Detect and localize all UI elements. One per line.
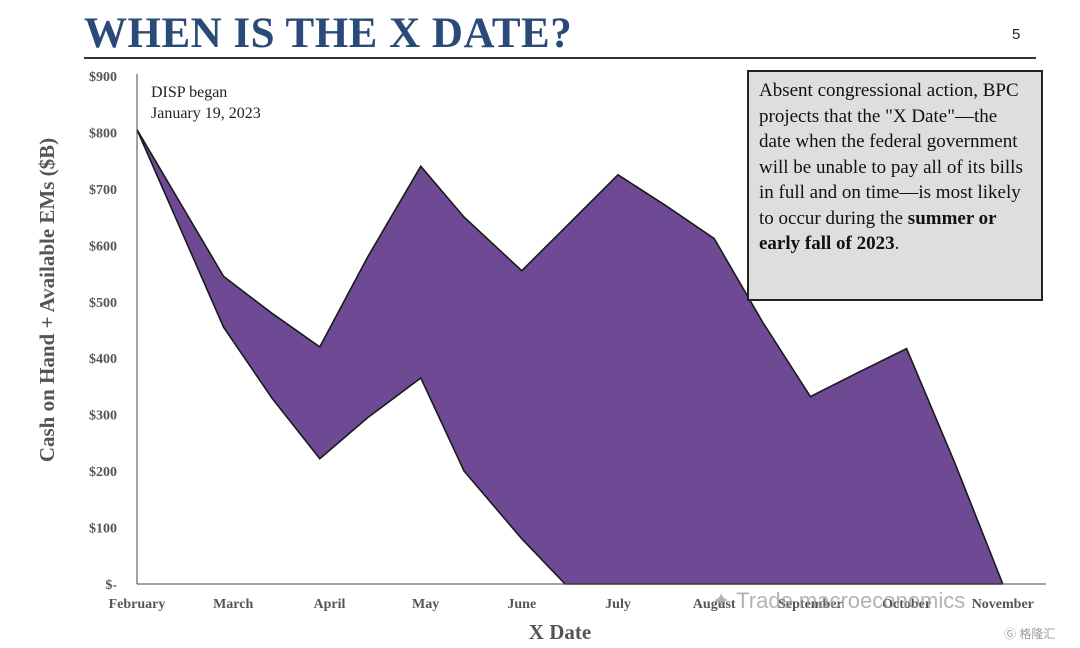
y-tick-label: $-	[105, 578, 117, 593]
y-tick-label: $200	[89, 465, 117, 480]
callout-end: .	[894, 233, 900, 254]
x-tick-label: October	[882, 597, 931, 612]
x-tick-label: November	[972, 597, 1034, 612]
area-band	[137, 129, 1003, 584]
annotation-line-2: January 19, 2023	[151, 105, 261, 122]
callout-bold-text: summer or early fall of 2023	[759, 207, 997, 255]
lower-bound-line	[136, 129, 1003, 585]
y-tick-label: $700	[89, 183, 117, 198]
y-tick-label: $400	[89, 352, 117, 367]
x-tick-label: August	[693, 597, 736, 612]
y-tick-label: $300	[89, 409, 117, 424]
x-tick-label: June	[507, 597, 536, 612]
corner-watermark-text: 格隆汇	[1019, 627, 1056, 641]
page-number: 5	[1012, 26, 1021, 43]
x-tick-label: May	[412, 597, 439, 612]
x-tick-label: April	[313, 597, 345, 612]
y-tick-label: $800	[89, 126, 117, 141]
upper-bound-line	[136, 129, 1004, 585]
x-tick-label: September	[778, 597, 843, 612]
corner-watermark: Ⓖ 格隆汇	[1004, 627, 1056, 641]
annotation-line-1: DISP began	[151, 84, 227, 101]
watermark-text: Trade macroeconomics	[736, 588, 966, 613]
x-tick-label: March	[213, 597, 253, 612]
y-tick-label: $100	[89, 522, 117, 537]
x-tick-label: July	[605, 597, 631, 612]
title-divider	[84, 57, 1036, 59]
x-axis-title: X Date	[529, 620, 591, 644]
y-axis-title: Cash on Hand + Available EMs ($B)	[35, 138, 59, 462]
projection-callout: Absent congressional action, BPC project…	[747, 70, 1043, 301]
y-tick-label: $900	[89, 70, 117, 85]
x-tick-label: February	[109, 597, 166, 612]
y-tick-label: $500	[89, 296, 117, 311]
y-tick-label: $600	[89, 239, 117, 254]
slide-title: WHEN IS THE X DATE?	[84, 10, 573, 57]
watermark: ✦ Trade macroeconomics	[712, 588, 966, 613]
callout-text: Absent congressional action, BPC project…	[759, 80, 1023, 229]
